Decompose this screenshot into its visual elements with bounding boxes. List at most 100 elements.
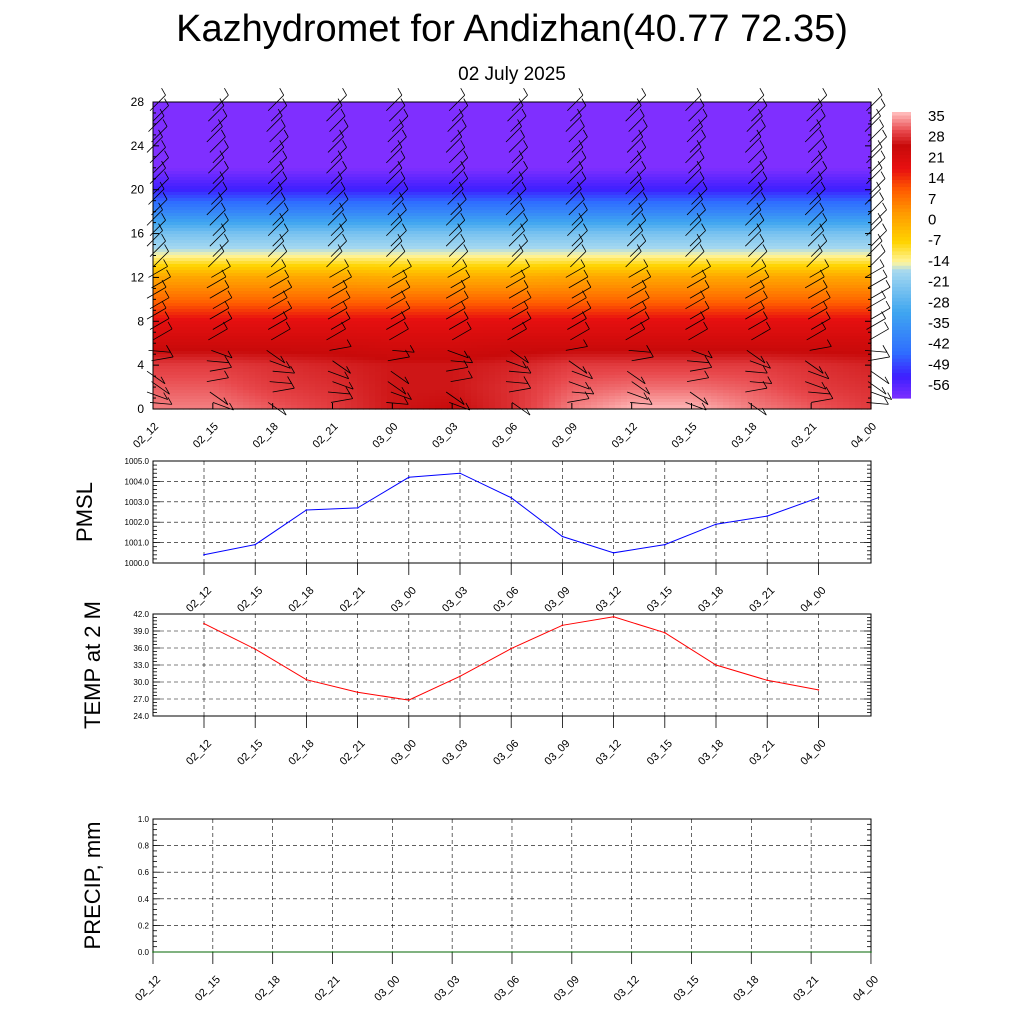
heatmap-cell [441, 234, 448, 238]
heatmap-cell [333, 246, 340, 250]
heatmap-cell [219, 216, 226, 220]
heatmap-cell [237, 342, 244, 346]
heatmap-cell [345, 342, 352, 346]
heatmap-cell [399, 333, 406, 337]
heatmap-cell [231, 321, 238, 325]
heatmap-cell [423, 219, 430, 223]
heatmap-cell [267, 255, 274, 259]
heatmap-cell [303, 231, 310, 235]
heatmap-cell [309, 135, 316, 139]
heatmap-cell [159, 147, 166, 151]
heatmap-cell [381, 333, 388, 337]
heatmap-cell [231, 363, 238, 367]
heatmap-cell [249, 189, 256, 193]
heatmap-cell [357, 348, 364, 352]
heatmap-cell [429, 276, 436, 280]
heatmap-cell [345, 141, 352, 145]
heatmap-cell [327, 297, 334, 301]
heatmap-cell [273, 108, 280, 112]
heatmap-cell [327, 306, 334, 310]
heatmap-cell [357, 387, 364, 391]
heatmap-cell [441, 216, 448, 220]
heatmap-cell [261, 117, 268, 121]
heatmap-cell [153, 201, 160, 205]
heatmap-cell [435, 255, 442, 259]
heatmap-cell [243, 144, 250, 148]
heatmap-cell [387, 114, 394, 118]
heatmap-cell [177, 336, 184, 340]
heatmap-cell [165, 342, 172, 346]
heatmap-cell [345, 150, 352, 154]
heatmap-cell [231, 282, 238, 286]
heatmap-cell [351, 162, 358, 166]
heatmap-cell [243, 171, 250, 175]
heatmap-cell [219, 312, 226, 316]
heatmap-cell [333, 363, 340, 367]
heatmap-cell [303, 375, 310, 379]
heatmap-cell [213, 249, 220, 253]
heatmap-cell [213, 252, 220, 256]
heatmap-cell [225, 231, 232, 235]
heatmap-cell [423, 303, 430, 307]
heatmap-cell [405, 273, 412, 277]
heatmap-cell [219, 168, 226, 172]
heatmap-cell [153, 333, 160, 337]
heatmap-cell [201, 210, 208, 214]
heatmap-cell [411, 294, 418, 298]
heatmap-cell [387, 249, 394, 253]
heatmap-cell [207, 222, 214, 226]
heatmap-cell [207, 405, 214, 409]
heatmap-cell [309, 300, 316, 304]
heatmap-cell [195, 333, 202, 337]
heatmap-cell [249, 333, 256, 337]
heatmap-cell [399, 348, 406, 352]
heatmap-cell [273, 237, 280, 241]
heatmap-cell [411, 345, 418, 349]
heatmap-cell [273, 273, 280, 277]
heatmap-cell [201, 387, 208, 391]
heatmap-cell [315, 396, 322, 400]
heatmap-cell [339, 219, 346, 223]
heatmap-cell [309, 357, 316, 361]
heatmap-cell [345, 198, 352, 202]
heatmap-cell [315, 189, 322, 193]
heatmap-cell [345, 195, 352, 199]
heatmap-cell [411, 129, 418, 133]
heatmap-cell [315, 105, 322, 109]
heatmap-cell [243, 120, 250, 124]
heatmap-cell [297, 165, 304, 169]
heatmap-cell [381, 378, 388, 382]
heatmap-cell [351, 216, 358, 220]
heatmap-cell [249, 327, 256, 331]
heatmap-cell [243, 228, 250, 232]
heatmap-cell [351, 375, 358, 379]
heatmap-cell [267, 177, 274, 181]
heatmap-cell [321, 309, 328, 313]
heatmap-cell [243, 204, 250, 208]
heatmap-cell [399, 102, 406, 106]
heatmap-cell [219, 384, 226, 388]
heatmap-cell [183, 315, 190, 319]
heatmap-cell [327, 363, 334, 367]
heatmap-cell [267, 285, 274, 289]
heatmap-cell [201, 405, 208, 409]
heatmap-cell [183, 324, 190, 328]
heatmap-cell [177, 327, 184, 331]
heatmap-cell [411, 375, 418, 379]
heatmap-cell [219, 123, 226, 127]
heatmap-cell [357, 150, 364, 154]
heatmap-cell [345, 207, 352, 211]
heatmap-cell [267, 303, 274, 307]
heatmap-cell [183, 234, 190, 238]
heatmap-cell [297, 246, 304, 250]
heatmap-cell [297, 396, 304, 400]
heatmap-cell [207, 195, 214, 199]
heatmap-cell [327, 327, 334, 331]
heatmap-cell [201, 348, 208, 352]
heatmap-cell [429, 237, 436, 241]
heatmap-cell [393, 306, 400, 310]
heatmap-cell [189, 111, 196, 115]
heatmap-cell [267, 228, 274, 232]
heatmap-cell [399, 342, 406, 346]
heatmap-cell [333, 222, 340, 226]
